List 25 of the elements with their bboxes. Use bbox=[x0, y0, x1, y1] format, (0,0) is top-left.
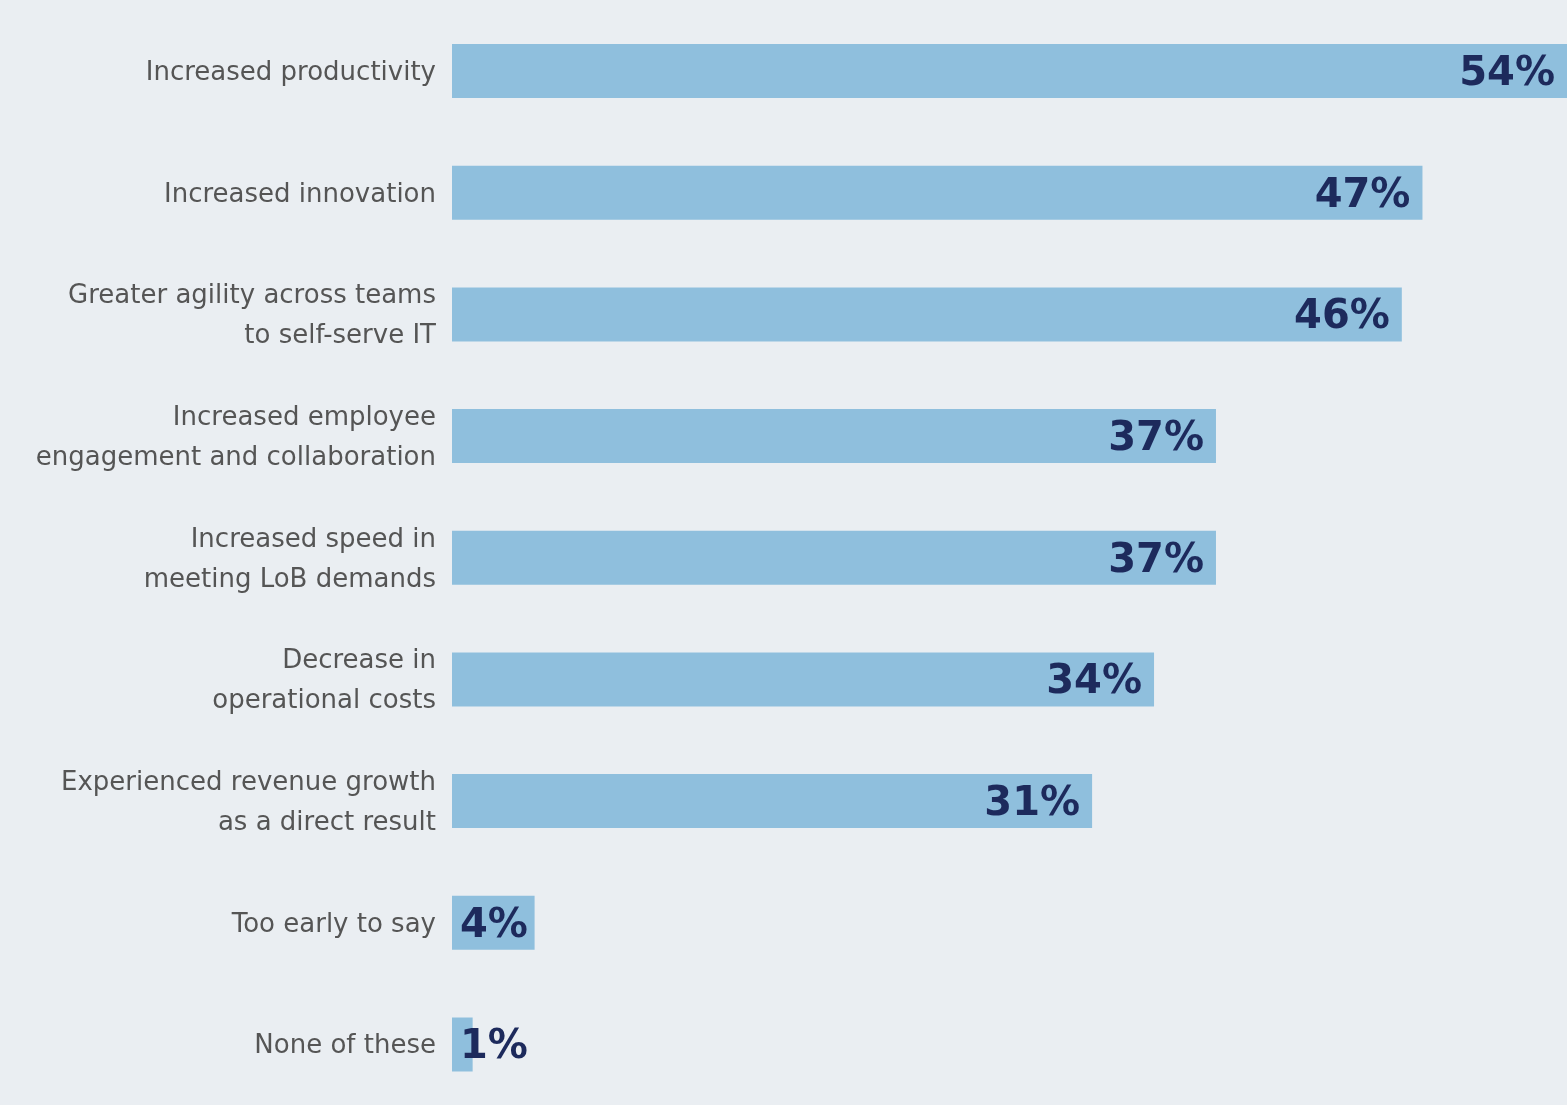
bar bbox=[452, 774, 1093, 829]
y-tick-label: Increased productivity bbox=[145, 55, 436, 86]
data-label: 37% bbox=[1108, 534, 1204, 581]
data-label: 46% bbox=[1294, 291, 1390, 338]
data-label: 1% bbox=[460, 1021, 528, 1068]
y-tick-label: Decrease in operational costs bbox=[212, 644, 436, 715]
y-tick-label: Increased innovation bbox=[163, 177, 436, 208]
bar bbox=[452, 530, 1216, 585]
bar bbox=[452, 287, 1402, 342]
bar bbox=[452, 165, 1423, 220]
data-label: 47% bbox=[1314, 169, 1411, 216]
bar bbox=[452, 44, 1567, 99]
bar bbox=[452, 409, 1216, 464]
data-label: 4% bbox=[460, 899, 528, 946]
bar bbox=[452, 652, 1155, 707]
data-label: 54% bbox=[1459, 48, 1555, 95]
y-tick-label: Increased speed in meeting LoB demands bbox=[143, 522, 436, 593]
y-tick-label: Greater agility across teams to self-serve IT bbox=[68, 279, 437, 350]
data-label: 37% bbox=[1108, 413, 1204, 460]
y-tick-label: Increased employee engagement and collaboration bbox=[35, 400, 436, 471]
data-label: 34% bbox=[1046, 656, 1143, 703]
y-tick-label: None of these bbox=[254, 1029, 436, 1060]
y-tick-label: Too early to say bbox=[230, 907, 436, 938]
y-tick-label: Experienced revenue growth as a direct result bbox=[61, 765, 436, 836]
data-label: 31% bbox=[984, 778, 1081, 825]
